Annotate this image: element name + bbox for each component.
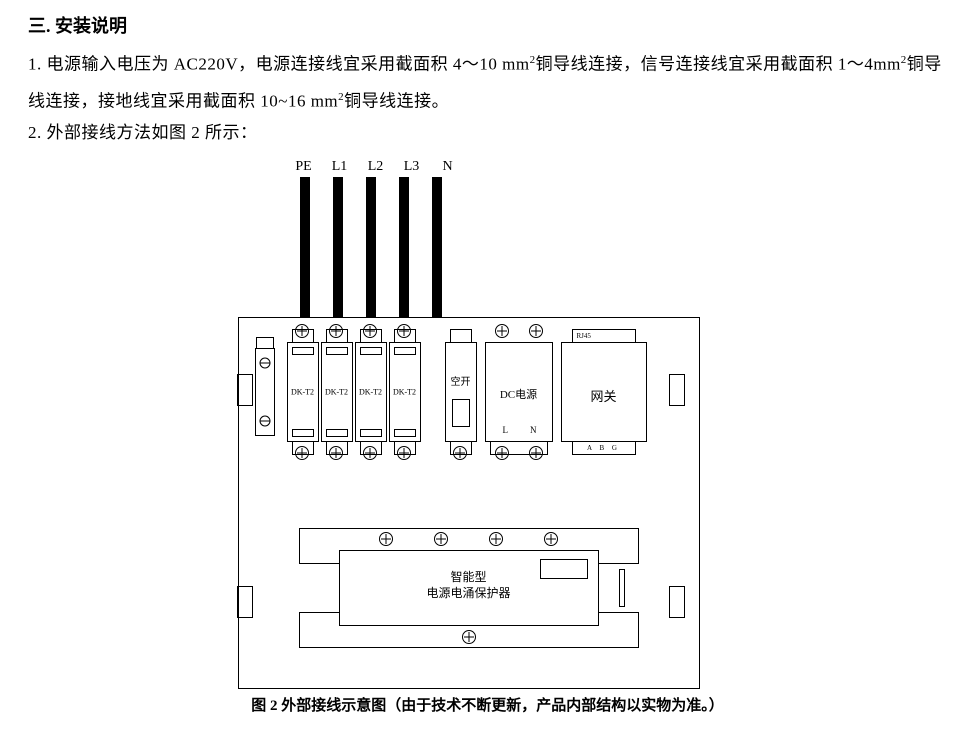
para1-part4: 铜导线连接。 xyxy=(344,91,449,110)
section-heading: 三. 安装说明 xyxy=(28,12,947,38)
screw-icon xyxy=(295,324,309,338)
dc-power-module: DC电源 L N xyxy=(485,342,553,442)
section-number: 三. xyxy=(28,16,51,36)
module-label: 空开 xyxy=(446,373,476,388)
screw-icon xyxy=(495,324,509,338)
module-label: DK-T2 xyxy=(322,388,352,397)
spd-module-dk-2: DK-T2 xyxy=(321,342,353,442)
spd-body: 智能型 电源电涌保护器 xyxy=(339,550,599,626)
module-label: DK-T2 xyxy=(390,388,420,397)
screw-icon xyxy=(363,446,377,460)
screw-icon xyxy=(295,446,309,460)
spd-screws-top-row xyxy=(359,532,579,546)
ground-bar-icon xyxy=(256,349,274,435)
para1-part1: 1. 电源输入电压为 AC220V，电源连接线宜采用截面积 4～10 mm xyxy=(28,55,530,74)
paragraph-1: 1. 电源输入电压为 AC220V，电源连接线宜采用截面积 4～10 mm2铜导… xyxy=(28,44,947,117)
spd-label: 智能型 电源电涌保护器 xyxy=(340,569,598,601)
screw-icon xyxy=(544,532,558,546)
wire-label-l3: L3 xyxy=(396,159,428,175)
wire-labels-row: PE L1 L2 L3 N xyxy=(288,157,508,175)
wire-l1 xyxy=(333,177,343,337)
gateway-module: RJ45 网关 A B G xyxy=(561,342,647,442)
wire-label-l1: L1 xyxy=(324,159,356,175)
rail-end-icon xyxy=(669,374,685,406)
wire-n xyxy=(432,177,442,337)
module-label: DK-T2 xyxy=(356,388,386,397)
pe-ground-bar xyxy=(255,348,275,436)
spd-module-dk-1: DK-T2 xyxy=(287,342,319,442)
wire-label-l2: L2 xyxy=(360,159,392,175)
terminal-bot-icon xyxy=(326,429,348,437)
wire-l2 xyxy=(366,177,376,337)
rail-end-icon xyxy=(237,374,253,406)
figure-caption: 图 2 外部接线示意图（由于技术不断更新，产品内部结构以实物为准。） xyxy=(28,694,947,715)
paragraph-2: 2. 外部接线方法如图 2 所示： xyxy=(28,117,947,149)
spd-module-dk-4: DK-T2 xyxy=(389,342,421,442)
document-page: 三. 安装说明 1. 电源输入电压为 AC220V，电源连接线宜采用截面积 4～… xyxy=(0,0,975,740)
spd-label-line1: 智能型 xyxy=(450,570,486,584)
enclosure-panel: DK-T2 DK-T2 DK-T2 DK-T2 xyxy=(238,317,700,689)
screw-icon xyxy=(489,532,503,546)
wiring-diagram: PE L1 L2 L3 N xyxy=(238,157,738,687)
terminal-top-icon xyxy=(360,347,382,355)
terminal-top-icon xyxy=(326,347,348,355)
screw-icon xyxy=(379,532,393,546)
screw-icon xyxy=(397,446,411,460)
section-title-text: 安装说明 xyxy=(55,16,127,36)
para1-part2: 铜导线连接，信号连接线宜采用截面积 1～4mm xyxy=(536,55,901,74)
screw-icon xyxy=(495,446,509,460)
screw-icon xyxy=(529,324,543,338)
module-label: DC电源 xyxy=(486,386,552,402)
abg-port-label: A B G xyxy=(572,441,636,455)
dc-ln-label: L N xyxy=(486,425,558,435)
spd-side-tab-icon xyxy=(619,569,625,607)
spd-label-line2: 电源电涌保护器 xyxy=(426,586,510,600)
screw-icon xyxy=(434,532,448,546)
switch-toggle-icon xyxy=(452,399,470,427)
rj45-port-label: RJ45 xyxy=(572,329,636,343)
figure-wrap: PE L1 L2 L3 N xyxy=(28,157,947,715)
wire-l3 xyxy=(399,177,409,337)
spd-device-group: 智能型 电源电涌保护器 xyxy=(319,528,619,648)
terminal-bot-icon xyxy=(292,429,314,437)
module-label: 网关 xyxy=(562,386,646,405)
screw-icon xyxy=(462,630,476,644)
terminal-top-icon xyxy=(394,347,416,355)
screw-icon xyxy=(363,324,377,338)
terminal-bot-icon xyxy=(394,429,416,437)
terminal-bot-icon xyxy=(360,429,382,437)
rail-end-icon xyxy=(669,586,685,618)
screw-icon xyxy=(529,446,543,460)
wire-label-pe: PE xyxy=(288,159,320,175)
module-label: DK-T2 xyxy=(288,388,318,397)
rj45-text: RJ45 xyxy=(577,332,591,340)
wire-label-n: N xyxy=(432,159,464,175)
rail-end-icon xyxy=(237,586,253,618)
air-switch-module: 空开 xyxy=(445,342,477,442)
screw-icon xyxy=(453,446,467,460)
spd-screws-bot-row xyxy=(359,630,579,644)
spd-module-dk-3: DK-T2 xyxy=(355,342,387,442)
screw-icon xyxy=(329,324,343,338)
terminal-top-icon xyxy=(292,347,314,355)
screw-icon xyxy=(329,446,343,460)
screw-icon xyxy=(397,324,411,338)
wire-pe xyxy=(300,177,310,337)
